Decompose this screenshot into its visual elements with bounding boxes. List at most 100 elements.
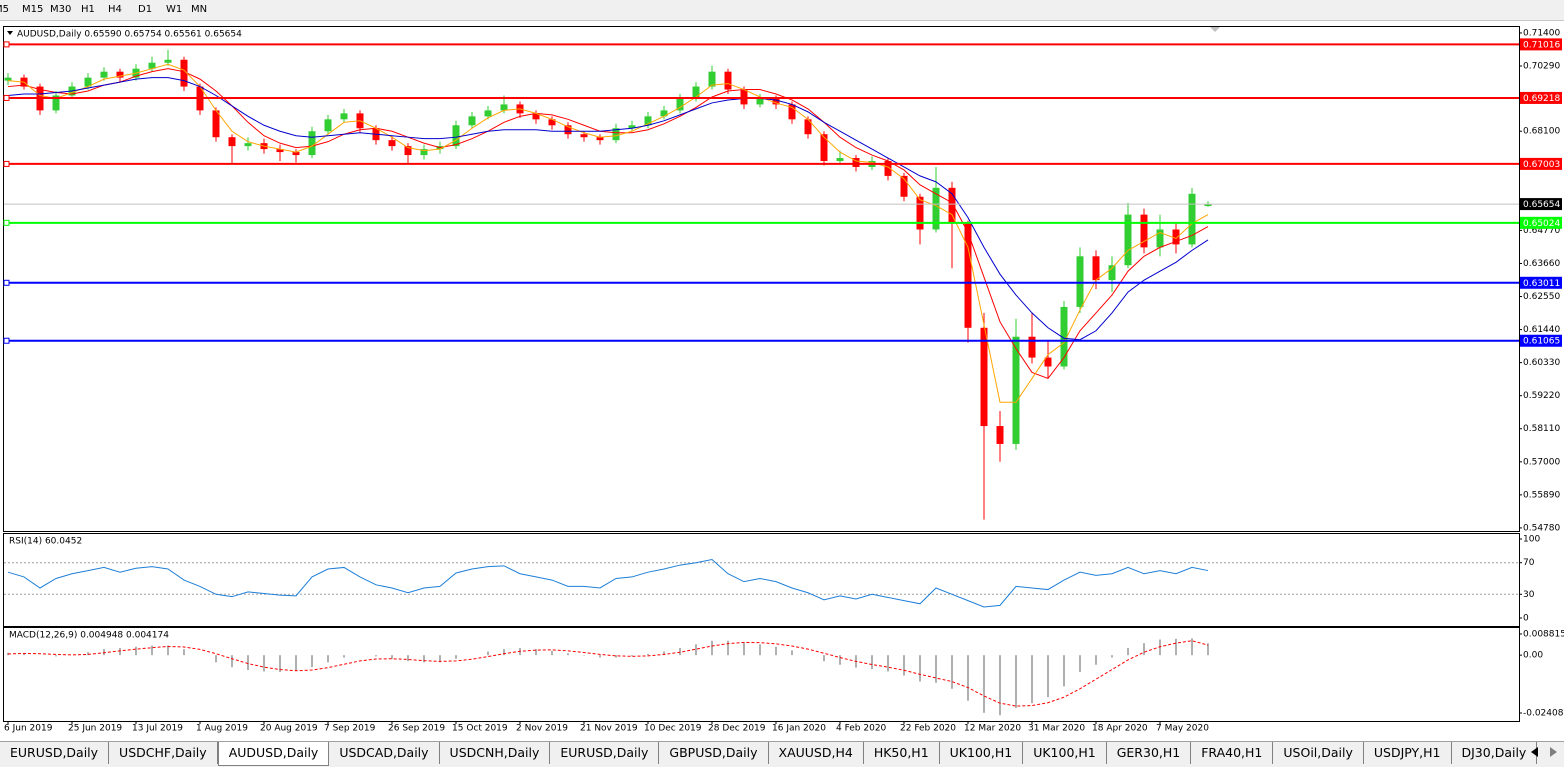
y-tick-label: 0.62550 [1523,292,1560,302]
candle-body [180,59,188,87]
timeframe-button[interactable]: W1 [166,4,183,15]
current-price-box [1520,198,1562,211]
chart-tab[interactable]: USDCHF,Daily [109,742,218,764]
candle-body [4,77,12,81]
current-price-label: 0.65654 [1523,200,1560,210]
candle-body [52,95,60,111]
level-label: 0.63011 [1523,279,1560,289]
y-tick-label: 0.64770 [1523,226,1560,236]
x-tick-label: 1 Aug 2019 [196,724,248,734]
candle-body [820,134,828,162]
candle-body [420,149,428,156]
level-handle [3,219,10,226]
x-tick-label: 13 Jul 2019 [132,724,183,734]
chart-tab[interactable]: EURUSD,Daily [550,742,660,764]
candle-body [148,62,156,69]
timeframe-button[interactable]: M30 [50,4,72,15]
candle-body [596,137,604,141]
candle-body [644,116,652,126]
candle-body [932,187,940,230]
x-tick-label: 22 Feb 2020 [900,724,956,734]
candle-body [1188,193,1196,245]
y-tick-label: 0 [1523,614,1529,624]
y-tick-label: 0.70290 [1523,62,1560,72]
candle-body [916,196,924,230]
candle-body [852,158,860,167]
candle-body [1044,357,1052,367]
candle-body [1012,336,1020,444]
y-tick-label: 0.58110 [1523,424,1560,434]
chart-tab[interactable]: UK100,H1 [1023,742,1107,764]
candle-body [948,187,956,224]
candle-body [212,110,220,138]
chart-tab[interactable]: UK100,H1 [940,742,1024,764]
chart-tab[interactable]: GER30,H1 [1107,742,1192,764]
candle-body [1172,229,1180,245]
candle-body [564,125,572,135]
chart-tab[interactable]: EURUSD,Daily [0,742,110,764]
y-tick-label: 0.00 [1523,651,1543,661]
panel-frame [3,26,1520,532]
candle-body [388,140,396,147]
chart-tab[interactable]: DJ30,Daily [1452,742,1538,764]
x-tick-label: 15 Oct 2019 [452,724,508,734]
timeframe-button[interactable]: D1 [138,4,153,15]
x-tick-label: 26 Sep 2019 [388,724,445,734]
chart-tab[interactable]: HK50,H1 [864,742,940,764]
level-handle [3,41,10,48]
candle-body [804,119,812,135]
level-handle [3,337,10,344]
y-tick-label: 0.61440 [1523,325,1560,335]
candle-body [1028,336,1036,358]
x-tick-label: 4 Feb 2020 [836,724,887,734]
y-tick-label: 0.60330 [1523,358,1560,368]
moving-average [7,63,1209,403]
y-tick-label: 30 [1523,590,1535,600]
candle-body [756,98,764,105]
shift-marker [1210,27,1220,32]
candle-body [100,71,108,78]
level-label: 0.65024 [1523,219,1560,229]
timeframe-button[interactable]: MN [191,4,208,15]
timeframe-button[interactable]: H1 [81,4,95,15]
candle-body [580,134,588,138]
x-tick-label: 20 Aug 2019 [260,724,318,734]
candle-body [1156,229,1164,248]
y-tick-label: 0.57000 [1523,457,1560,467]
candle-body [1092,256,1100,281]
timeframe-button[interactable]: M5 [0,4,9,15]
timeframe-button[interactable]: M15 [22,4,44,15]
timeframe-toolbar: M5 M15 M30 H1 H4 D1 W1 MN [0,0,1564,21]
candle-body [340,113,348,120]
candle-body [484,110,492,117]
candle-body [1108,265,1116,281]
chart-tab[interactable]: USOil,Daily [1273,742,1364,764]
panel-title: MACD(12,26,9) 0.004948 0.004174 [9,631,169,641]
level-label-box [1520,157,1562,170]
candle-body [836,158,844,162]
x-tick-label: 12 Mar 2020 [964,724,1021,734]
chart-tab[interactable]: GBPUSD,Daily [659,742,769,764]
chart-tab[interactable]: USDCAD,Daily [329,742,440,764]
candle-body [548,119,556,126]
panel-frame [3,533,1520,627]
chart-tab[interactable]: XAUUSD,H4 [769,742,864,764]
tab-scroll[interactable] [1528,745,1560,759]
y-tick-label: 70 [1523,558,1535,568]
level-label-box [1520,38,1562,51]
chart-tab[interactable]: FRA40,H1 [1191,742,1274,764]
y-tick-label: 0.59220 [1523,391,1560,401]
y-tick-label: 100 [1523,535,1540,545]
level-handle [3,94,10,101]
y-tick-label: 0.55890 [1523,490,1560,500]
candle-body [276,149,284,153]
chart-tab[interactable]: USDCNH,Daily [440,742,551,764]
candle-body [772,98,780,105]
x-tick-label: 21 Nov 2019 [580,724,638,734]
chart-tab[interactable]: AUDUSD,Daily [217,742,330,766]
timeframe-button[interactable]: H4 [108,4,122,15]
level-label-box [1520,334,1562,347]
chart-tab[interactable]: USDJPY,H1 [1364,742,1452,764]
x-tick-label: 18 Apr 2020 [1092,724,1148,734]
